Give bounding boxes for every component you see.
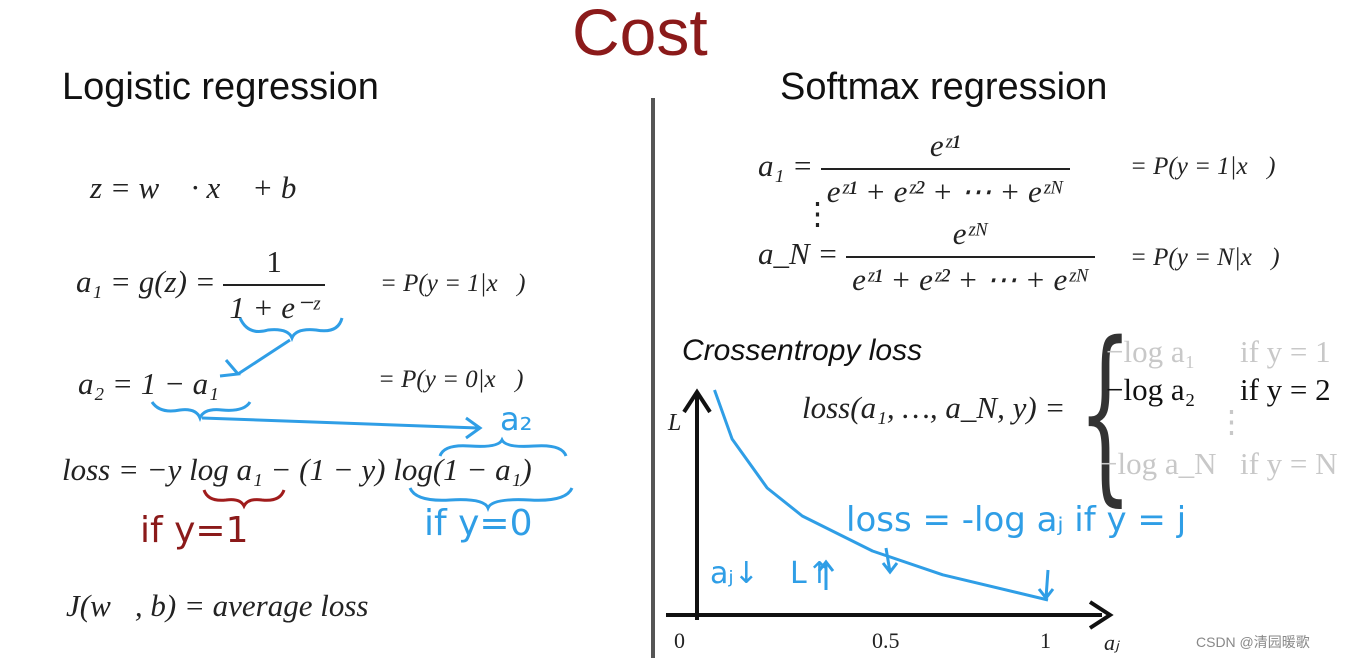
brace-under-log-a1 <box>202 489 286 510</box>
arrow-head-log <box>465 416 483 440</box>
softmax-a1-probability: = P(y = 1|x⃗) <box>1130 153 1276 180</box>
equation-z: z = w⃗ · x⃗ + b <box>90 170 297 205</box>
annotation-a2: a₂ <box>500 400 533 438</box>
brace-over-1-a1 <box>438 436 568 457</box>
column-divider <box>651 98 655 658</box>
curve-arrow-0 <box>881 547 899 575</box>
loss-curve <box>713 389 1049 602</box>
case-2-expr: −log a₂ <box>1106 372 1196 407</box>
crossentropy-label: Crossentropy loss <box>682 334 923 367</box>
arrow-head-a2 <box>219 359 241 378</box>
equation-loss: loss = −y log a₁ − (1 − y) log(1 − a₁) <box>62 452 532 487</box>
annotation-if-y-1: if y=1 <box>140 510 249 551</box>
softmax-a1-numerator: eᶻ¹ <box>929 128 961 163</box>
softmax-aN: a_N = eᶻᴺ eᶻ¹ + eᶻ² + ⋯ + eᶻᴺ <box>758 216 1095 298</box>
x-axis-arrow <box>1088 600 1114 630</box>
page-title: Cost <box>572 0 708 69</box>
chart-annotation-aj-down: aⱼ↓ <box>710 556 759 591</box>
watermark: CSDN @清园暖歌 <box>1196 634 1310 650</box>
brace-under-log-term <box>408 487 574 513</box>
arrow-to-a2 <box>237 338 291 376</box>
brace-under-a2 <box>150 401 252 423</box>
curve-arrow-2 <box>817 559 835 590</box>
softmax-a1-fraction: eᶻ¹ eᶻ¹ + eᶻ² + ⋯ + eᶻᴺ <box>820 128 1070 210</box>
chart-x-label: aⱼ <box>1104 630 1119 655</box>
brace-under-denominator <box>238 317 344 343</box>
chart-annotation-L-up: L↑ <box>790 556 832 591</box>
equation-a1-lhs: a₁ = g(z) = <box>76 264 216 300</box>
x-tick-0-5: 0.5 <box>872 628 900 653</box>
equation-a1: a₁ = g(z) = 1 1 + e⁻ᶻ <box>76 244 325 326</box>
case-2-cond: if y = 2 <box>1240 372 1331 407</box>
case-1-expr: −log a₁ <box>1106 334 1196 369</box>
case-dots: ⋮ <box>1216 404 1247 439</box>
equation-a1-numerator: 1 <box>266 244 282 279</box>
chart-annotation-loss: loss = -log aⱼ if y = j <box>846 500 1187 540</box>
softmax-aN-lhs: a_N = <box>758 236 839 272</box>
cases-brace: { <box>1078 302 1133 523</box>
case-N-cond: if y = N <box>1240 446 1338 481</box>
right-heading: Softmax regression <box>780 66 1108 108</box>
chart-marks <box>713 389 1055 602</box>
arrow-to-log <box>201 416 479 430</box>
softmax-aN-fraction: eᶻᴺ eᶻ¹ + eᶻ² + ⋯ + eᶻᴺ <box>846 216 1095 298</box>
x-tick-1: 1 <box>1040 628 1051 653</box>
annotation-if-y-0: if y=0 <box>424 503 533 544</box>
chart-y-label: L <box>668 410 682 436</box>
softmax-a1-lhs: a₁ = <box>758 148 813 184</box>
equation-a2-probability: = P(y = 0|x⃗) <box>378 366 524 393</box>
y-axis-arrow <box>682 388 712 414</box>
equation-a2: a₂ = 1 − a₁ <box>78 366 219 401</box>
softmax-aN-denominator: eᶻ¹ + eᶻ² + ⋯ + eᶻᴺ <box>846 256 1095 298</box>
case-N-expr: −log a_N <box>1100 446 1217 481</box>
softmax-aN-probability: = P(y = N|x⃗) <box>1130 244 1280 271</box>
equation-a1-probability: = P(y = 1|x⃗) <box>380 270 526 297</box>
case-1-cond: if y = 1 <box>1240 334 1331 369</box>
equation-a1-fraction: 1 1 + e⁻ᶻ <box>223 244 325 326</box>
left-heading: Logistic regression <box>62 66 379 108</box>
softmax-a1-denominator: eᶻ¹ + eᶻ² + ⋯ + eᶻᴺ <box>820 168 1070 210</box>
softmax-vdots: ⋮ <box>802 196 833 231</box>
x-tick-0: 0 <box>674 628 685 653</box>
equation-a1-denominator: 1 + e⁻ᶻ <box>223 284 325 326</box>
equation-cost: J(w⃗, b) = average loss <box>66 588 369 623</box>
curve-arrow-1 <box>1037 569 1055 601</box>
crossentropy-lhs: loss(a₁, …, a_N, y) = <box>802 390 1066 425</box>
softmax-aN-numerator: eᶻᴺ <box>952 216 989 251</box>
softmax-a1: a₁ = eᶻ¹ eᶻ¹ + eᶻ² + ⋯ + eᶻᴺ <box>758 128 1070 210</box>
